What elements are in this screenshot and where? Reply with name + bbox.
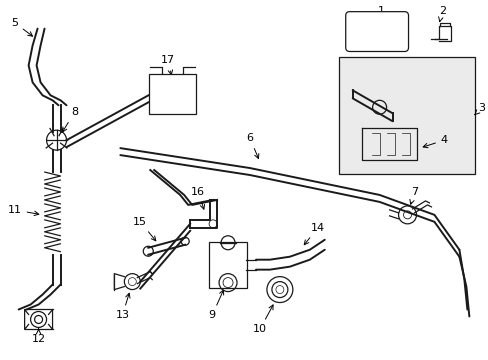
Text: 2: 2 bbox=[438, 6, 445, 22]
Text: 3: 3 bbox=[474, 103, 484, 115]
Text: 15: 15 bbox=[133, 217, 156, 241]
Text: 6: 6 bbox=[246, 133, 258, 158]
Text: 4: 4 bbox=[422, 135, 447, 148]
FancyBboxPatch shape bbox=[345, 12, 407, 51]
Text: 16: 16 bbox=[191, 187, 204, 209]
Text: 11: 11 bbox=[8, 205, 39, 216]
Text: 5: 5 bbox=[11, 18, 33, 36]
FancyBboxPatch shape bbox=[209, 242, 246, 288]
Text: 10: 10 bbox=[252, 305, 272, 334]
Text: 14: 14 bbox=[304, 223, 324, 245]
Text: 7: 7 bbox=[409, 187, 417, 204]
Text: 17: 17 bbox=[161, 55, 175, 75]
Text: 1: 1 bbox=[377, 6, 388, 22]
FancyBboxPatch shape bbox=[149, 75, 196, 114]
Text: 8: 8 bbox=[62, 107, 78, 132]
Text: 9: 9 bbox=[208, 290, 223, 320]
FancyBboxPatch shape bbox=[338, 58, 474, 174]
Text: 13: 13 bbox=[115, 293, 130, 320]
Text: 12: 12 bbox=[31, 329, 45, 345]
